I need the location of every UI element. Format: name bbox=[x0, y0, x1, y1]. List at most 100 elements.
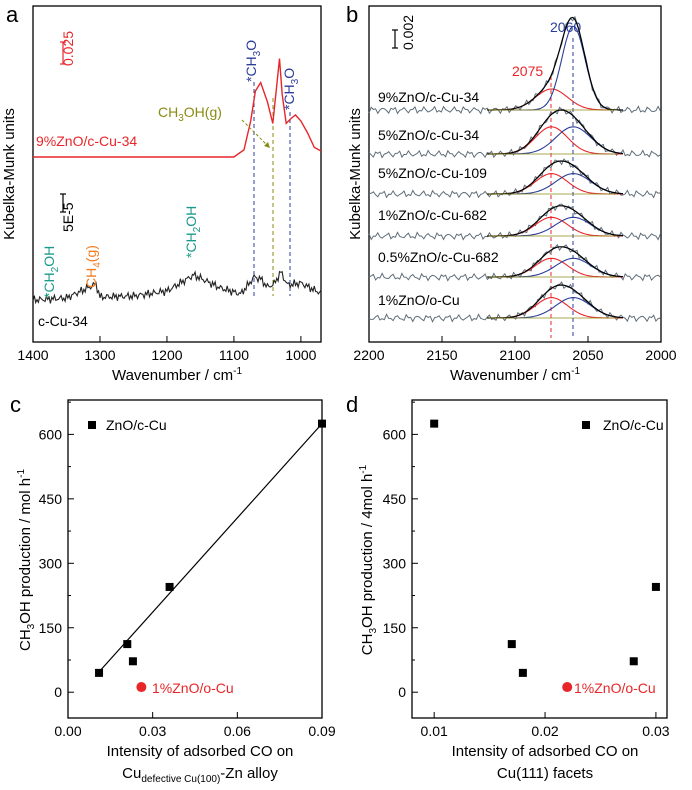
panel-c-legend-marker-black bbox=[88, 421, 96, 429]
panel-d-legend-red: 1%ZnO/o-Cu bbox=[574, 680, 656, 696]
panel-b-fit-sum bbox=[487, 109, 624, 155]
panel-d-ytick-label: 0 bbox=[398, 684, 406, 700]
panel-c-legend-black: ZnO/c-Cu bbox=[106, 417, 167, 433]
panel-b-fit-sum bbox=[487, 160, 624, 195]
panel-a-annot-ch3oh-g: CH3OH(g) bbox=[158, 104, 222, 124]
panel-b-xtick-label: 2200 bbox=[353, 347, 384, 363]
panel-a-annot-ch3o-1060: *CH3O bbox=[243, 40, 263, 82]
panel-b-spectra bbox=[368, 15, 661, 323]
panel-a-xtick-label: 1200 bbox=[151, 347, 182, 363]
panel-c-points bbox=[95, 419, 326, 693]
panel-c-ytick-label: 450 bbox=[39, 491, 63, 507]
panel-a-annot-ch2oh-1160: *CH2OH bbox=[183, 206, 203, 258]
panel-d-points bbox=[430, 419, 660, 693]
panel-c-xlabel-line2: Cudefective Cu(100)-Zn alloy bbox=[122, 765, 278, 785]
panel-a-frame bbox=[32, 5, 322, 343]
panel-b-x-ticks: 2200 2150 2100 2050 2000 bbox=[353, 336, 677, 363]
panel-d-xtick-label: 0.02 bbox=[531, 723, 558, 739]
panel-a-xlabel: Wavenumber / cm-1 bbox=[112, 366, 242, 384]
panel-a-xtick-label: 1100 bbox=[219, 347, 249, 363]
panel-d-point-black bbox=[651, 582, 660, 591]
panel-b-spectrum bbox=[368, 15, 661, 115]
panel-b-series-label: 5%ZnO/c-Cu-109 bbox=[378, 165, 487, 181]
panel-label-a: a bbox=[6, 2, 19, 27]
panel-b-fit-sum bbox=[487, 16, 623, 111]
panel-a-scale-bar-bottom: 5E-5 bbox=[60, 193, 76, 232]
panel-b-series-label: 9%ZnO/c-Cu-34 bbox=[378, 89, 479, 105]
panel-c-point-black bbox=[123, 640, 132, 649]
panel-b-series-label: 0.5%ZnO/c-Cu-682 bbox=[378, 249, 499, 265]
panel-c-ytick-label: 300 bbox=[39, 555, 63, 571]
panel-a-annot-ch4: CH4(g) bbox=[83, 245, 103, 288]
panel-c-point-black bbox=[165, 582, 174, 591]
panel-b-xtick-label: 2150 bbox=[426, 347, 457, 363]
panel-c-point-black bbox=[128, 657, 137, 666]
panel-b-scale-bar: 0.002 bbox=[392, 15, 416, 50]
panel-b-fit-sum bbox=[487, 205, 624, 237]
panel-a-trace-bottom bbox=[32, 270, 322, 305]
panel-b-series-label: 1%ZnO/c-Cu-682 bbox=[378, 207, 487, 223]
panel-c-legend-red: 1%ZnO/o-Cu bbox=[152, 680, 234, 696]
panel-a-annot-ch2oh-1350: *CH2OH bbox=[41, 246, 61, 298]
panel-b-xtick-label: 2050 bbox=[572, 347, 603, 363]
panel-label-d: d bbox=[346, 392, 358, 417]
panel-c-point-red bbox=[136, 682, 147, 693]
panel-a-arrow-ch3oh bbox=[241, 119, 271, 149]
panel-c-point-black bbox=[318, 419, 326, 428]
svg-text:0.002: 0.002 bbox=[400, 15, 416, 50]
panel-d-ytick-label: 450 bbox=[383, 491, 407, 507]
panel-b-fit-2075 bbox=[487, 216, 623, 237]
panel-d-legend-marker-black bbox=[582, 421, 590, 429]
panel-c-fit-line bbox=[95, 423, 323, 676]
panel-b-fit-2060 bbox=[487, 216, 624, 237]
panel-d-point-black bbox=[629, 657, 638, 666]
panel-c-xtick-label: 0.00 bbox=[54, 723, 81, 739]
panel-d-xlabel-line2: Cu(111) facets bbox=[497, 765, 593, 782]
panel-c-xlabel-line1: Intensity of adsorbed CO on bbox=[107, 743, 294, 760]
panel-c-xtick-label: 0.09 bbox=[308, 723, 335, 739]
panel-d-point-black bbox=[430, 419, 439, 428]
panel-b-series-label: 1%ZnO/o-Cu bbox=[378, 292, 460, 308]
panel-b-fit-2075 bbox=[487, 126, 623, 155]
panel-a-xtick-label: 1000 bbox=[285, 347, 316, 363]
panel-a-xtick-label: 1400 bbox=[17, 347, 48, 363]
panel-d-xtick-label: 0.01 bbox=[421, 723, 448, 739]
panel-a-annot-ch3o-1005: *CH3O bbox=[281, 68, 301, 110]
panel-b-fit-sum bbox=[487, 246, 624, 278]
panel-b-xlabel: Wavenumber / cm-1 bbox=[450, 366, 580, 384]
panel-b-peak-label-2075: 2075 bbox=[512, 63, 543, 79]
panel-d-ytick-label: 600 bbox=[383, 426, 407, 442]
panel-b-series-label: 5%ZnO/c-Cu-34 bbox=[378, 127, 479, 143]
panel-d-axes: 0.01 0.02 0.03 0 150 300 450 600 bbox=[383, 401, 670, 739]
panel-c-ylabel: CH3OH production / mol h-1 bbox=[16, 469, 37, 651]
panel-b-spectrum bbox=[368, 158, 661, 199]
panel-label-b: b bbox=[346, 2, 358, 27]
panel-c-ytick-label: 0 bbox=[54, 684, 62, 700]
panel-d-ytick-label: 300 bbox=[383, 555, 407, 571]
panel-c-ytick-label: 150 bbox=[39, 620, 63, 636]
panel-a-scale-bar-top: 0.025 bbox=[60, 31, 76, 66]
panel-a-trace-label-bottom: c-Cu-34 bbox=[38, 313, 88, 329]
panel-d: d 0.01 0.02 0.03 0 150 300 450 600 ZnO/c-Cu 1%Z… bbox=[346, 392, 670, 782]
panel-a-x-ticks: 1400 1300 1200 1100 1000 bbox=[17, 336, 317, 363]
panel-c-frame bbox=[67, 399, 323, 719]
panel-a-trace-label-top: 9%ZnO/c-Cu-34 bbox=[36, 133, 137, 149]
panel-b-fit-2060 bbox=[487, 297, 624, 319]
panel-b-fit-2075 bbox=[487, 297, 623, 319]
panel-b-fit-2060 bbox=[487, 25, 623, 111]
panel-a-trace-top bbox=[33, 58, 322, 158]
svg-text:5E-5: 5E-5 bbox=[60, 202, 76, 232]
panel-a-arrowhead-ch3oh bbox=[264, 142, 270, 148]
panel-a-ylabel: Kubelka-Munk units bbox=[1, 108, 18, 240]
panel-label-c: c bbox=[10, 392, 21, 417]
panel-a-xtick-label: 1300 bbox=[84, 347, 115, 363]
panel-d-point-red bbox=[562, 682, 573, 693]
panel-c-axes: 0.00 0.03 0.06 0.09 0 150 300 450 600 bbox=[39, 401, 336, 739]
panel-d-frame bbox=[411, 399, 668, 719]
panel-d-legend-black: ZnO/c-Cu bbox=[603, 417, 664, 433]
panel-b-fit-sum bbox=[487, 284, 624, 319]
panel-c-ytick-label: 600 bbox=[39, 426, 63, 442]
panel-c: c 0.00 0.03 0.06 0.09 0 150 300 450 600 ZnO/c-Cu… bbox=[10, 392, 336, 785]
panel-b-series-labels: 9%ZnO/c-Cu-34 5%ZnO/c-Cu-34 5%ZnO/c-Cu-109… bbox=[378, 89, 499, 308]
